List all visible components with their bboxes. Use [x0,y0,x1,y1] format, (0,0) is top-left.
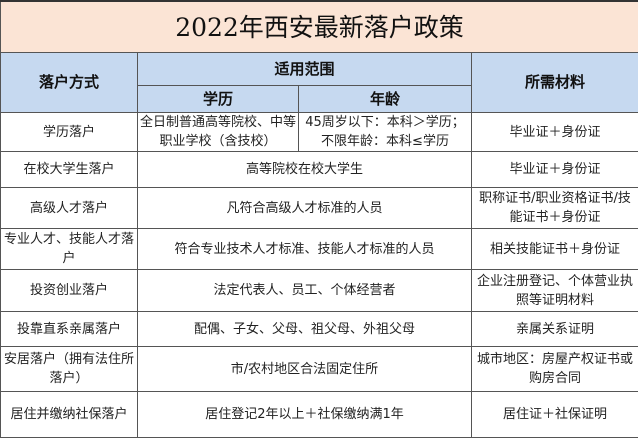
cell-materials: 职称证书/职业资格证书/技能证书＋身份证 [472,188,638,229]
cell-scope: 法定代表人、员工、个体经营者 [138,270,472,312]
cell-materials: 毕业证＋身份证 [472,152,638,188]
cell-scope: 高等院校在校大学生 [138,152,472,188]
header-age: 年龄 [299,86,472,113]
header-method: 落户方式 [1,53,138,113]
cell-scope: 配偶、子女、父母、祖父母、外祖父母 [138,312,472,347]
cell-method: 居住并缴纳社保落户 [1,392,138,438]
table-title: 2022年西安最新落户政策 [1,1,638,53]
cell-materials: 企业注册登记、个体营业执照等证明材料 [472,270,638,312]
cell-method: 专业人才、技能人才落户 [1,229,138,270]
cell-materials: 居住证＋社保证明 [472,392,638,438]
header-scope: 适用范围 [138,53,472,86]
table-row: 投资创业落户 法定代表人、员工、个体经营者 企业注册登记、个体营业执照等证明材料 [1,270,638,312]
cell-education: 全日制普通高等院校、中等职业学校（含技校） [138,113,299,152]
cell-materials: 毕业证＋身份证 [472,113,638,152]
cell-materials: 亲属关系证明 [472,312,638,347]
cell-scope: 符合专业技术人才标准、技能人才标准的人员 [138,229,472,270]
table-row: 学历落户 全日制普通高等院校、中等职业学校（含技校） 45周岁以下：本科＞学历；… [1,113,638,152]
cell-method: 投靠直系亲属落户 [1,312,138,347]
cell-method: 安居落户（拥有法住所落户） [1,347,138,392]
header-materials: 所需材料 [472,53,638,113]
header-education: 学历 [138,86,299,113]
cell-scope: 凡符合高级人才标准的人员 [138,188,472,229]
table-row: 在校大学生落户 高等院校在校大学生 毕业证＋身份证 [1,152,638,188]
table-row: 安居落户（拥有法住所落户） 市/农村地区合法固定住所 城市地区：房屋产权证书或购… [1,347,638,392]
table-row: 投靠直系亲属落户 配偶、子女、父母、祖父母、外祖父母 亲属关系证明 [1,312,638,347]
cell-method: 在校大学生落户 [1,152,138,188]
cell-method: 学历落户 [1,113,138,152]
cell-scope: 居住登记2年以上＋社保缴纳满1年 [138,392,472,438]
cell-method: 高级人才落户 [1,188,138,229]
table-row: 专业人才、技能人才落户 符合专业技术人才标准、技能人才标准的人员 相关技能证书＋… [1,229,638,270]
cell-materials: 相关技能证书＋身份证 [472,229,638,270]
table-row: 高级人才落户 凡符合高级人才标准的人员 职称证书/职业资格证书/技能证书＋身份证 [1,188,638,229]
table-row: 居住并缴纳社保落户 居住登记2年以上＋社保缴纳满1年 居住证＋社保证明 [1,392,638,438]
cell-age: 45周岁以下：本科＞学历；不限年龄：本科≤学历 [299,113,472,152]
cell-method: 投资创业落户 [1,270,138,312]
cell-materials: 城市地区：房屋产权证书或购房合同 [472,347,638,392]
cell-scope: 市/农村地区合法固定住所 [138,347,472,392]
